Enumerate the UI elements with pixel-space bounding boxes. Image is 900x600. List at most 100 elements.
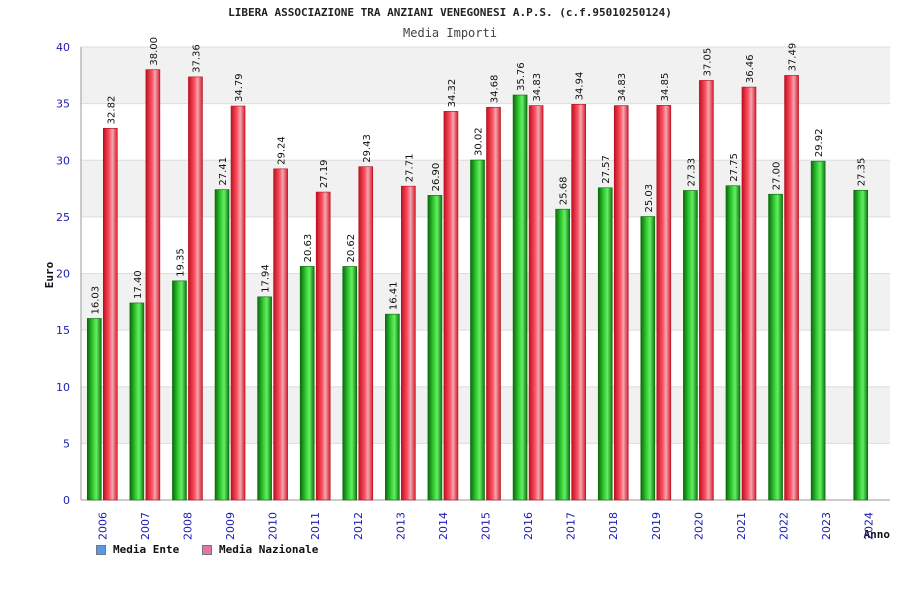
data-label: 27.57 bbox=[601, 155, 612, 184]
bar-media-nazionale bbox=[528, 105, 544, 501]
bar-media-ente bbox=[810, 160, 826, 501]
x-tick-label: 2011 bbox=[309, 512, 322, 540]
bar-media-ente bbox=[555, 208, 570, 501]
data-label: 37.49 bbox=[788, 43, 799, 72]
bar-media-ente bbox=[853, 189, 869, 501]
bar-media-ente bbox=[299, 266, 315, 501]
data-label: 29.24 bbox=[277, 136, 288, 165]
data-label: 34.79 bbox=[234, 73, 245, 102]
data-label: 17.40 bbox=[133, 270, 144, 299]
y-axis-label: Euro bbox=[43, 261, 56, 288]
data-label: 27.75 bbox=[729, 153, 740, 182]
data-label: 16.03 bbox=[90, 286, 101, 315]
data-label: 19.35 bbox=[175, 248, 186, 277]
bar-media-nazionale bbox=[443, 111, 459, 501]
bar-media-ente bbox=[342, 266, 358, 501]
bar-media-ente bbox=[725, 185, 741, 501]
data-label: 26.90 bbox=[431, 163, 442, 192]
x-tick-label: 2009 bbox=[224, 512, 237, 540]
data-label: 36.46 bbox=[745, 54, 756, 83]
bar-media-ente bbox=[172, 280, 187, 501]
bar-media-nazionale bbox=[230, 105, 246, 501]
x-tick-label: 2022 bbox=[778, 512, 791, 540]
data-label: 27.35 bbox=[857, 158, 868, 187]
x-tick-label: 2006 bbox=[96, 512, 109, 540]
bar-media-nazionale bbox=[188, 76, 203, 501]
x-tick-label: 2013 bbox=[394, 512, 407, 540]
y-tick-label: 15 bbox=[56, 324, 70, 337]
data-label: 34.85 bbox=[660, 73, 671, 102]
bar-media-nazionale bbox=[486, 106, 501, 501]
y-tick-label: 10 bbox=[56, 381, 70, 394]
chart-subtitle: Media Importi bbox=[403, 26, 497, 40]
x-tick-label: 2010 bbox=[267, 512, 280, 540]
bar-media-nazionale bbox=[571, 104, 586, 501]
bar-media-nazionale bbox=[315, 191, 331, 501]
bar-media-ente bbox=[214, 189, 230, 501]
data-label: 20.63 bbox=[303, 234, 314, 263]
bar-media-nazionale bbox=[784, 75, 799, 501]
x-tick-label: 2014 bbox=[437, 512, 450, 540]
data-label: 27.41 bbox=[218, 157, 229, 186]
x-tick-label: 2019 bbox=[650, 512, 663, 540]
chart-title: LIBERA ASSOCIAZIONE TRA ANZIANI VENEGONE… bbox=[228, 6, 672, 19]
x-tick-label: 2023 bbox=[820, 512, 833, 540]
bar-media-nazionale bbox=[613, 105, 629, 501]
y-tick-label: 20 bbox=[56, 268, 70, 281]
data-label: 29.92 bbox=[814, 129, 825, 158]
data-label: 30.02 bbox=[474, 127, 485, 156]
data-label: 38.00 bbox=[149, 37, 160, 66]
bar-media-nazionale bbox=[741, 86, 757, 501]
y-tick-label: 35 bbox=[56, 98, 70, 111]
x-tick-label: 2016 bbox=[522, 512, 535, 540]
data-label: 35.76 bbox=[516, 62, 527, 91]
x-tick-label: 2021 bbox=[735, 512, 748, 540]
legend-swatch-media-ente bbox=[96, 544, 106, 555]
x-tick-label: 2020 bbox=[692, 512, 705, 540]
y-tick-label: 25 bbox=[56, 211, 70, 224]
bar-media-ente bbox=[597, 187, 613, 501]
y-tick-label: 0 bbox=[63, 494, 70, 507]
x-tick-label: 2017 bbox=[565, 512, 578, 540]
data-label: 34.68 bbox=[490, 75, 501, 104]
bar-media-ente bbox=[86, 318, 102, 501]
bar-media-nazionale bbox=[273, 168, 288, 501]
data-label: 27.19 bbox=[319, 159, 330, 188]
bar-media-nazionale bbox=[656, 105, 672, 501]
bar-media-nazionale bbox=[145, 69, 161, 501]
x-tick-label: 2008 bbox=[181, 512, 194, 540]
x-tick-label: 2024 bbox=[863, 512, 876, 540]
data-label: 32.82 bbox=[106, 96, 117, 125]
data-label: 25.03 bbox=[644, 184, 655, 213]
bar-media-ente bbox=[768, 193, 783, 501]
legend-swatch-media-nazionale bbox=[202, 544, 212, 555]
data-label: 25.68 bbox=[559, 177, 570, 206]
bar-media-nazionale bbox=[699, 80, 714, 501]
data-label: 27.71 bbox=[404, 154, 415, 183]
y-tick-label: 40 bbox=[56, 41, 70, 54]
legend-label-media-nazionale: Media Nazionale bbox=[219, 543, 319, 556]
data-label: 29.43 bbox=[362, 134, 373, 163]
bar-media-ente bbox=[512, 94, 528, 501]
x-tick-label: 2007 bbox=[139, 512, 152, 540]
data-label: 34.83 bbox=[532, 73, 543, 102]
bar-media-ente bbox=[683, 190, 698, 501]
bar-media-ente bbox=[257, 296, 272, 501]
x-tick-label: 2012 bbox=[352, 512, 365, 540]
x-tick-label: 2015 bbox=[480, 512, 493, 540]
bar-media-ente bbox=[427, 195, 443, 501]
legend-item-media-nazionale: Media Nazionale bbox=[202, 543, 318, 556]
bar-media-ente bbox=[385, 313, 400, 501]
bar-media-nazionale bbox=[358, 166, 374, 501]
data-label: 20.62 bbox=[346, 234, 357, 263]
data-label: 34.94 bbox=[575, 72, 586, 101]
x-tick-label: 2018 bbox=[607, 512, 620, 540]
data-label: 16.41 bbox=[388, 282, 399, 311]
data-label: 34.83 bbox=[617, 73, 628, 102]
x-axis-label: Anno bbox=[864, 528, 891, 541]
data-label: 27.33 bbox=[686, 158, 697, 187]
legend-label-media-ente: Media Ente bbox=[113, 543, 180, 556]
bar-media-ente bbox=[470, 159, 485, 501]
data-label: 37.36 bbox=[191, 44, 202, 73]
